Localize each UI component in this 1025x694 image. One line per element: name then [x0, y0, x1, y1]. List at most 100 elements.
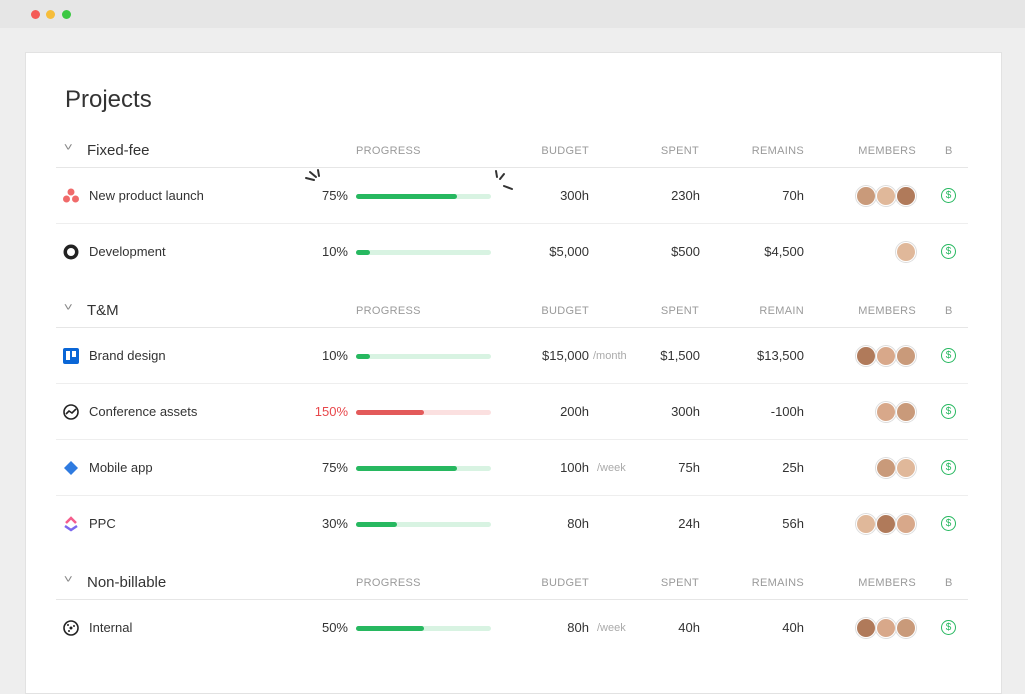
spent: $500: [671, 244, 700, 259]
project-icon: [64, 516, 78, 532]
remains: 25h: [782, 460, 804, 475]
remains: $13,500: [757, 348, 804, 363]
chevron: ˅: [63, 574, 73, 586]
sparkle: [305, 169, 513, 190]
billable-icon: $: [941, 188, 956, 203]
avatar[interactable]: [876, 458, 896, 478]
avatar[interactable]: [856, 346, 876, 366]
progress-fill: [356, 466, 458, 471]
spent: 300h: [671, 404, 700, 419]
budget: $15,000: [542, 348, 589, 363]
avatar[interactable]: [856, 618, 876, 638]
project-icon: [63, 188, 79, 203]
billable-icon: $: [941, 348, 956, 363]
progress-label: 75%: [321, 460, 348, 475]
budget: 100h: [560, 460, 589, 475]
avatar[interactable]: [896, 346, 916, 366]
project-name[interactable]: Conference assets: [89, 404, 198, 419]
spent: 40h: [678, 620, 700, 635]
progress-fill: [356, 250, 370, 255]
divider: [56, 223, 968, 224]
avatar[interactable]: [896, 402, 916, 422]
budget-unit: /week: [597, 622, 626, 634]
page: Projects (() => { const data = JSON.pars…: [25, 10, 1002, 694]
avatar[interactable]: [896, 618, 916, 638]
progress-track: [356, 250, 491, 255]
minimize-dot: [46, 10, 55, 19]
billable-icon: $: [941, 244, 956, 259]
spent: 75h: [678, 460, 700, 475]
remains: 56h: [782, 516, 804, 531]
page-title: Projects: [65, 86, 152, 113]
remains: -100h: [770, 404, 804, 419]
column-header: B: [945, 305, 953, 317]
column-header: BUDGET: [541, 577, 589, 589]
spent: 24h: [678, 516, 700, 531]
avatar[interactable]: [896, 514, 916, 534]
avatar[interactable]: [856, 514, 876, 534]
project-name[interactable]: PPC: [89, 516, 116, 531]
column-header: REMAINS: [751, 577, 804, 589]
progress-fill: [356, 410, 424, 415]
project-name[interactable]: Mobile app: [89, 460, 153, 475]
group-name[interactable]: Fixed-fee: [87, 142, 150, 159]
progress-label: 150%: [314, 404, 348, 419]
column-header: BUDGET: [541, 145, 589, 157]
project-name[interactable]: Development: [89, 244, 166, 259]
progress-label: 10%: [321, 348, 348, 363]
budget: 200h: [560, 404, 589, 419]
budget: 300h: [560, 188, 589, 203]
divider: [56, 167, 968, 168]
column-header: B: [945, 577, 953, 589]
column-header: SPENT: [660, 305, 699, 317]
column-header: SPENT: [660, 145, 699, 157]
avatar[interactable]: [896, 186, 916, 206]
remains: 40h: [782, 620, 804, 635]
group-name[interactable]: Non-billable: [87, 574, 167, 591]
avatar[interactable]: [876, 618, 896, 638]
billable-icon: $: [941, 516, 956, 531]
remains: 70h: [782, 188, 804, 203]
avatar[interactable]: [876, 346, 896, 366]
progress-label: 50%: [321, 620, 348, 635]
avatar[interactable]: [896, 242, 916, 262]
project-icon: [63, 244, 79, 260]
avatar[interactable]: [876, 514, 896, 534]
progress-fill: [356, 626, 424, 631]
progress-track: [356, 354, 491, 359]
progress-fill: [356, 522, 397, 527]
avatar[interactable]: [856, 186, 876, 206]
column-header: PROGRESS: [356, 577, 421, 589]
column-header: MEMBERS: [858, 305, 916, 317]
group-name[interactable]: T&M: [87, 302, 119, 319]
avatar[interactable]: [896, 458, 916, 478]
avatar[interactable]: [876, 186, 896, 206]
divider: [56, 439, 968, 440]
budget-unit: /week: [597, 462, 626, 474]
budget: $5,000: [549, 244, 589, 259]
column-header: REMAIN: [759, 305, 804, 317]
project-icon: [63, 348, 79, 364]
chevron: ˅: [63, 142, 73, 154]
chevron: ˅: [63, 302, 73, 314]
maximize-dot: [62, 10, 71, 19]
progress-track: [356, 522, 491, 527]
column-header: BUDGET: [541, 305, 589, 317]
project-name[interactable]: Brand design: [89, 348, 166, 363]
column-header: B: [945, 145, 953, 157]
project-name[interactable]: New product launch: [89, 188, 204, 203]
avatar[interactable]: [876, 402, 896, 422]
project-icon: [63, 620, 79, 636]
budget: 80h: [567, 620, 589, 635]
progress-label: 75%: [321, 188, 348, 203]
billable-icon: $: [941, 620, 956, 635]
budget-unit: /month: [593, 350, 627, 362]
progress-fill: [356, 354, 370, 359]
progress-track: [356, 626, 491, 631]
card: [25, 52, 1002, 694]
project-name[interactable]: Internal: [89, 620, 133, 635]
progress-label: 30%: [321, 516, 348, 531]
project-icon: [63, 404, 79, 420]
column-header: MEMBERS: [858, 145, 916, 157]
divider: [56, 495, 968, 496]
